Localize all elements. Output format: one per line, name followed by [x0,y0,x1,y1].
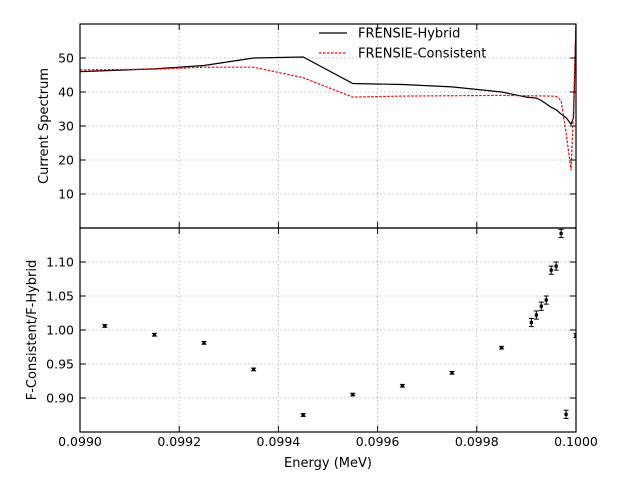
legend-consistent-label: FRENSIE-Consistent [358,47,486,62]
data-point [301,413,305,417]
bottom-axes-frame [79,227,577,433]
bottom-y-tick-label: 0.90 [46,391,74,406]
data-point [549,268,553,272]
x-tick-label: 0.0996 [356,434,400,449]
data-point [564,412,568,416]
data-point [202,341,206,345]
data-point [559,231,563,236]
bottom-y-tick-label: 1.00 [46,323,74,338]
data-point [400,384,404,388]
data-point [351,393,355,397]
bottom-grid [79,228,577,432]
series-line-frensie-hybrid [80,24,576,126]
x-tick-label: 0.1000 [554,434,598,449]
bottom-plot-area [102,228,576,419]
data-point [554,264,558,268]
top-ticks: 10 20 30 40 50 [58,24,577,228]
data-point [103,324,107,328]
top-plot-area [80,24,576,171]
bottom-y-tick-label: 0.95 [46,357,74,372]
x-axis-label: Energy (MeV) [284,456,372,471]
data-point [539,304,543,308]
bottom-y-tick-label: 1.10 [46,255,74,270]
data-point [534,313,538,317]
top-y-tick-label: 10 [58,187,74,202]
data-point [500,346,504,350]
top-y-tick-label: 30 [58,119,74,134]
x-tick-label: 0.0992 [157,434,201,449]
bottom-y-tick-label: 1.05 [46,289,74,304]
legend-hybrid-label: FRENSIE-Hybrid [358,27,460,42]
bottom-y-axis-label: F-Consistent/F-Hybrid [25,260,40,401]
data-point [152,333,156,337]
top-grid [79,24,577,228]
data-point [252,367,256,372]
data-point [529,320,533,325]
x-tick-label: 0.0998 [455,434,499,449]
bottom-ticks: 0.0990 0.0992 0.0994 0.0996 0.0998 0.1000 0.90… [46,228,598,449]
top-y-tick-label: 50 [58,51,74,66]
x-tick-label: 0.0994 [257,434,301,449]
top-y-tick-label: 40 [58,85,74,100]
top-y-axis-label: Current Spectrum [37,68,52,184]
top-panel: 10 20 30 40 50 Current Spectrum FRENSIE-Hybr… [37,23,577,229]
x-tick-label: 0.0990 [58,434,102,449]
series-line-frensie-consistent [80,24,576,171]
legend: FRENSIE-Hybrid FRENSIE-Consistent [319,27,486,62]
data-point [450,371,454,375]
bottom-panel: 0.0990 0.0992 0.0994 0.0996 0.0998 0.1000 0.90… [25,227,598,471]
data-point [544,298,548,302]
data-point [574,333,576,338]
top-y-tick-label: 20 [58,153,74,168]
